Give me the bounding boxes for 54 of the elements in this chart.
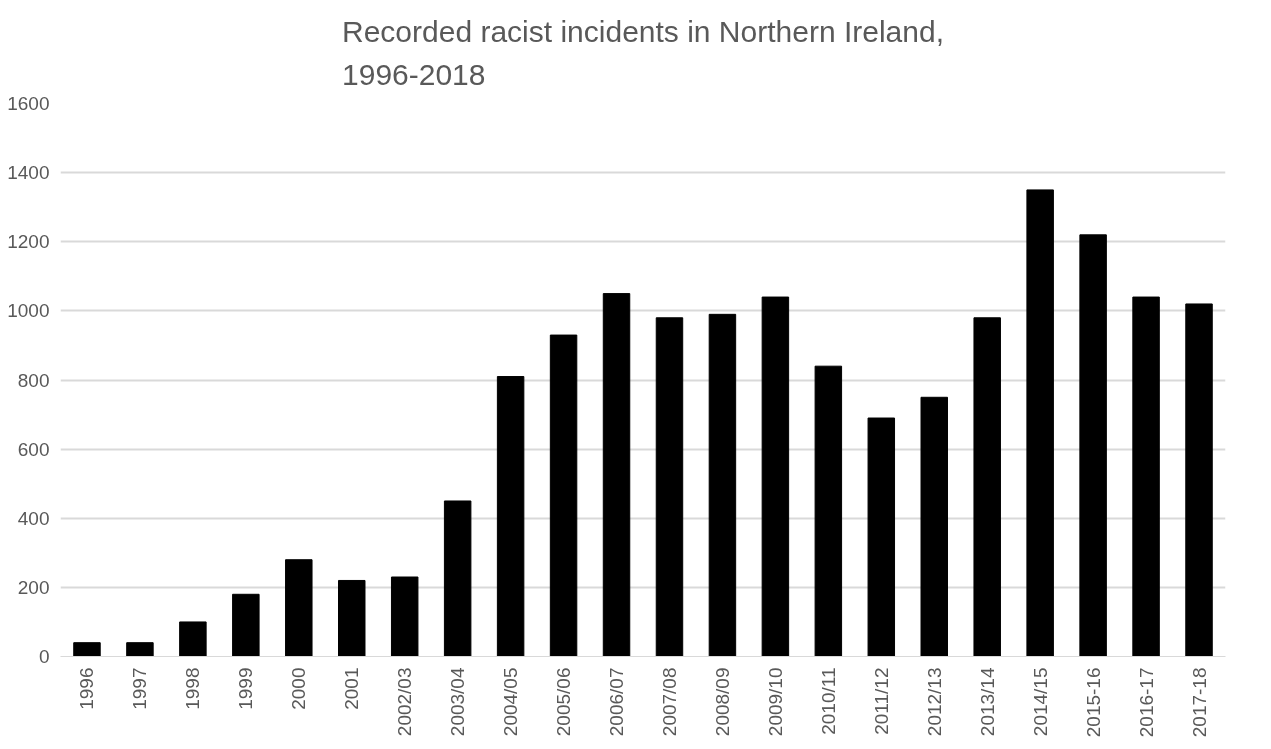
x-tick-label: 2013/14: [976, 667, 998, 737]
x-tick-label: 2015-16: [1082, 667, 1104, 738]
bar: [179, 621, 207, 657]
bar: [867, 417, 896, 657]
x-tick-label: 2007/08: [658, 667, 680, 737]
bar: [126, 642, 154, 657]
x-tick-label: 2005/06: [553, 667, 575, 737]
x-tick-label: 2002/03: [394, 667, 416, 737]
bar: [655, 317, 684, 657]
x-tick-label: 1997: [129, 667, 151, 710]
bar: [973, 317, 1001, 657]
y-tick-label: 400: [17, 507, 50, 529]
y-tick-label: 1400: [7, 162, 50, 184]
bar: [1079, 234, 1107, 657]
x-tick-label: 2016-17: [1135, 667, 1157, 738]
x-tick-label: 2008/09: [711, 667, 733, 737]
bar: [920, 396, 948, 657]
x-tick-label: 2011/12: [870, 667, 892, 735]
chart-title: Recorded racist incidents in Northern Ireland, 1996-2018: [342, 15, 944, 91]
y-tick-label: 0: [38, 646, 50, 667]
x-tick-label: 2012/13: [923, 667, 945, 737]
bar: [549, 334, 578, 657]
bar: [1185, 303, 1213, 657]
bar: [285, 559, 313, 657]
x-tick-label: 2014/15: [1029, 667, 1051, 737]
bar: [602, 293, 631, 657]
x-tick-label: 2010/11: [817, 667, 839, 735]
x-tick-label: 2006/07: [606, 667, 628, 737]
x-tick-label: 2001: [341, 667, 363, 710]
bar: [443, 500, 472, 657]
bar: [496, 376, 525, 657]
bar: [338, 579, 366, 657]
x-tick-label: 2004/05: [500, 667, 522, 737]
bar: [390, 576, 419, 657]
bar: [708, 313, 737, 657]
y-tick-label: 800: [17, 369, 50, 391]
y-tick-label: 600: [17, 438, 50, 460]
y-tick-label: 1600: [7, 93, 50, 114]
y-tick-label: 200: [17, 576, 50, 598]
x-tick-label: 2017-18: [1188, 667, 1210, 738]
bar: [232, 593, 260, 657]
x-tick-label: 2000: [288, 667, 310, 710]
y-tick-label: 1000: [7, 300, 50, 322]
y-tick-label: 1200: [7, 231, 50, 253]
x-tick-label: 1996: [76, 667, 98, 710]
bar: [1026, 189, 1054, 657]
bar: [1132, 296, 1160, 657]
bar: [73, 642, 101, 657]
x-tick-label: 1999: [235, 667, 257, 710]
x-tick-label: 2003/04: [447, 667, 469, 737]
x-tick-label: 1998: [182, 667, 204, 710]
bar: [761, 296, 790, 657]
x-tick-label: 2009/10: [764, 667, 786, 737]
bar: [814, 365, 843, 657]
